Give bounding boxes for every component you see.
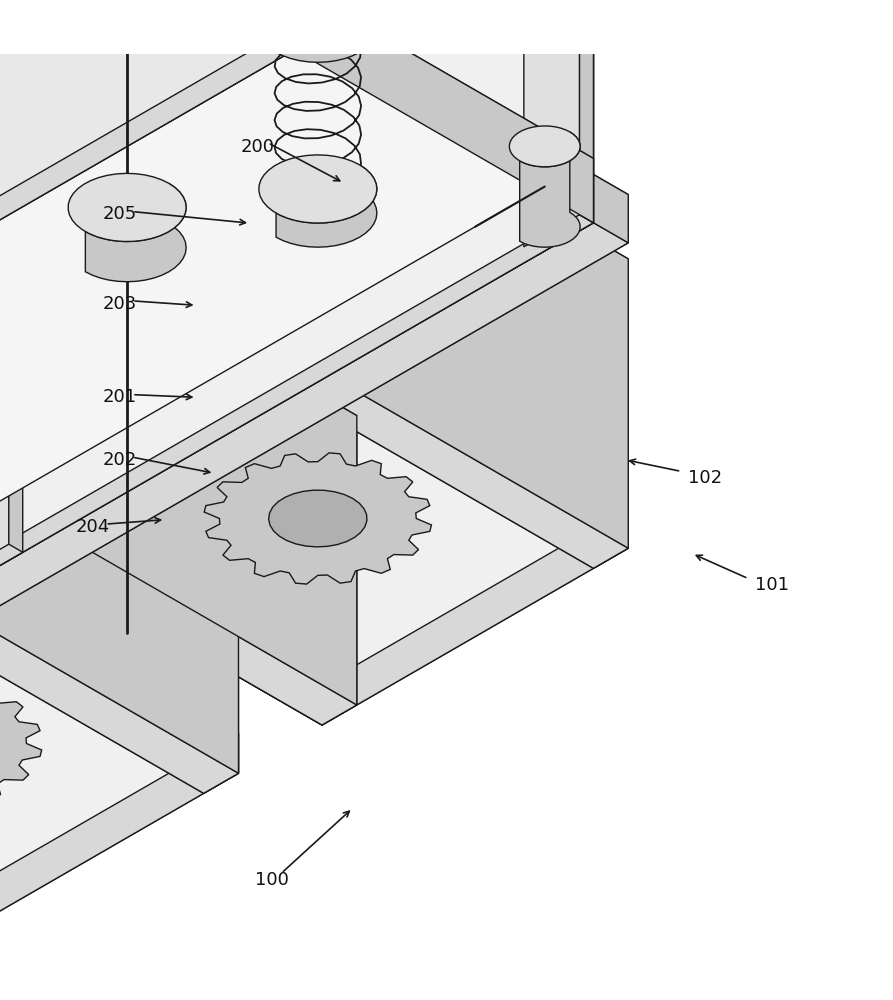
Polygon shape: [0, 0, 559, 235]
Polygon shape: [520, 132, 580, 247]
Polygon shape: [0, 0, 594, 520]
Text: 100: 100: [255, 871, 288, 889]
Polygon shape: [0, 307, 238, 773]
Polygon shape: [16, 259, 322, 725]
Polygon shape: [0, 0, 559, 74]
Text: 205: 205: [103, 205, 137, 223]
Polygon shape: [524, 215, 594, 255]
Polygon shape: [538, 0, 594, 255]
Polygon shape: [259, 0, 377, 38]
Polygon shape: [0, 327, 204, 793]
Polygon shape: [238, 50, 308, 90]
Polygon shape: [16, 371, 629, 725]
Polygon shape: [0, 307, 238, 504]
Polygon shape: [238, 0, 253, 90]
Polygon shape: [288, 102, 594, 568]
Polygon shape: [524, 0, 580, 247]
Polygon shape: [0, 0, 594, 584]
Polygon shape: [288, 82, 322, 392]
Polygon shape: [0, 34, 350, 468]
Polygon shape: [0, 213, 594, 584]
Polygon shape: [288, 82, 629, 279]
Text: 200: 200: [241, 138, 275, 156]
Polygon shape: [0, 0, 273, 70]
Polygon shape: [0, 544, 22, 584]
Polygon shape: [0, 0, 22, 584]
Polygon shape: [0, 0, 559, 50]
Polygon shape: [350, 34, 629, 243]
Polygon shape: [524, 0, 538, 255]
Polygon shape: [276, 0, 377, 62]
Polygon shape: [204, 484, 238, 793]
Polygon shape: [51, 239, 357, 705]
Polygon shape: [16, 331, 322, 548]
Polygon shape: [0, 50, 594, 584]
Text: 102: 102: [688, 469, 722, 487]
Polygon shape: [0, 556, 238, 910]
Polygon shape: [9, 0, 22, 552]
Polygon shape: [0, 596, 238, 793]
Polygon shape: [238, 0, 294, 82]
Text: 202: 202: [103, 451, 137, 469]
Polygon shape: [0, 0, 559, 211]
Polygon shape: [16, 331, 629, 685]
Text: 204: 204: [76, 518, 110, 536]
Polygon shape: [0, 0, 294, 412]
Polygon shape: [16, 508, 322, 725]
Polygon shape: [322, 82, 629, 548]
Polygon shape: [253, 0, 308, 90]
Polygon shape: [294, 0, 308, 58]
Polygon shape: [0, 678, 42, 809]
Polygon shape: [0, 0, 577, 575]
Text: 101: 101: [755, 576, 789, 594]
Polygon shape: [0, 0, 9, 576]
Polygon shape: [322, 508, 629, 725]
Polygon shape: [16, 239, 357, 436]
Polygon shape: [0, 556, 238, 773]
Polygon shape: [577, 0, 594, 223]
Polygon shape: [288, 371, 629, 568]
Polygon shape: [294, 0, 594, 223]
Polygon shape: [68, 173, 186, 241]
Polygon shape: [0, 34, 629, 580]
Polygon shape: [204, 453, 431, 584]
Polygon shape: [509, 126, 580, 167]
Polygon shape: [0, 82, 629, 629]
Polygon shape: [259, 155, 377, 223]
Polygon shape: [0, 158, 594, 584]
Text: 203: 203: [103, 295, 137, 313]
Polygon shape: [86, 183, 186, 282]
Polygon shape: [0, 596, 238, 950]
Polygon shape: [276, 165, 377, 247]
Polygon shape: [269, 490, 367, 547]
Polygon shape: [16, 528, 357, 725]
Polygon shape: [594, 259, 629, 568]
Polygon shape: [322, 331, 629, 548]
Polygon shape: [0, 0, 559, 235]
Polygon shape: [580, 0, 594, 223]
Text: 201: 201: [103, 388, 137, 406]
Polygon shape: [0, 195, 629, 629]
Polygon shape: [16, 239, 51, 548]
Polygon shape: [322, 416, 357, 725]
Polygon shape: [0, 733, 238, 950]
Polygon shape: [0, 0, 559, 74]
